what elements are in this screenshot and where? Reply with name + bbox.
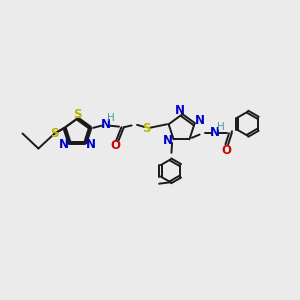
Text: N: N bbox=[163, 134, 172, 147]
Text: N: N bbox=[101, 118, 111, 131]
Text: H: H bbox=[217, 122, 224, 132]
Text: O: O bbox=[110, 139, 120, 152]
Text: H: H bbox=[107, 112, 115, 123]
Text: N: N bbox=[86, 138, 96, 151]
Text: O: O bbox=[221, 144, 231, 157]
Text: N: N bbox=[59, 138, 69, 151]
Text: N: N bbox=[175, 103, 185, 117]
Text: S: S bbox=[50, 127, 59, 140]
Text: S: S bbox=[142, 122, 151, 135]
Text: N: N bbox=[195, 114, 205, 127]
Text: S: S bbox=[73, 107, 82, 121]
Text: N: N bbox=[210, 126, 220, 139]
